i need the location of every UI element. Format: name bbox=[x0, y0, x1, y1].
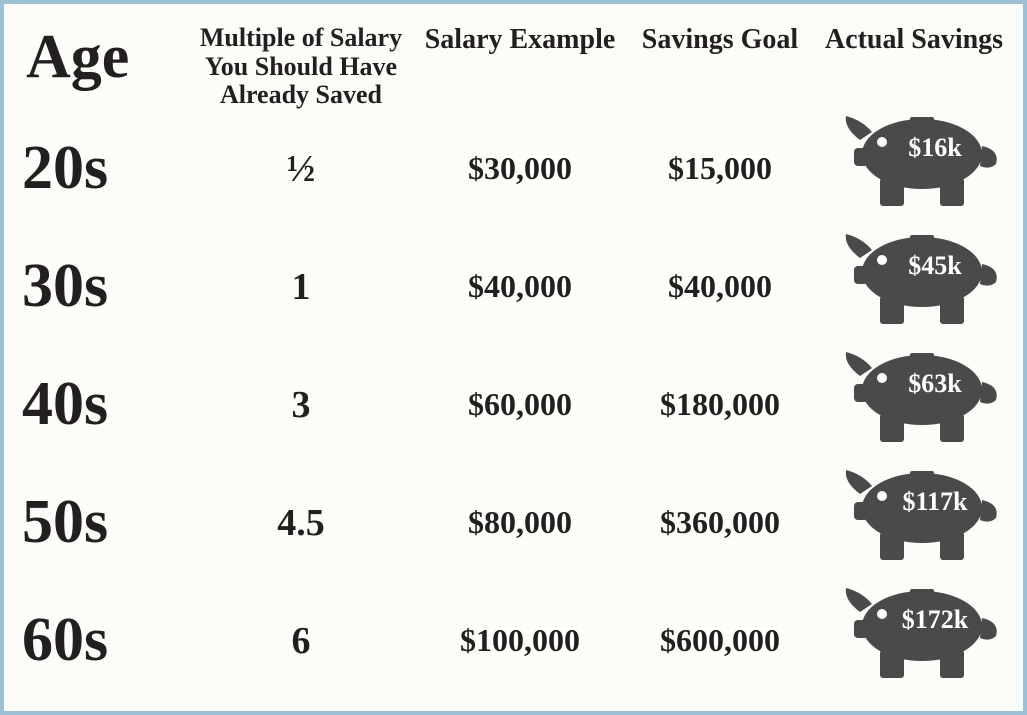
actual-savings-cell: $63k bbox=[820, 350, 1008, 460]
actual-savings-cell: $45k bbox=[820, 232, 1008, 342]
actual-savings-cell: $172k bbox=[820, 586, 1008, 696]
piggy-bank-icon: $16k bbox=[832, 114, 997, 224]
salary-example-value: $40,000 bbox=[420, 268, 620, 305]
table-row: 40s 3 $60,000 $180,000 $63 bbox=[22, 346, 1005, 464]
table-row: 50s 4.5 $80,000 $360,000 $ bbox=[22, 464, 1005, 582]
multiple-value: ½ bbox=[182, 147, 420, 191]
savings-goal-value: $180,000 bbox=[620, 386, 820, 423]
col-salary-example-header: Salary Example bbox=[420, 24, 620, 56]
table-row: 30s 1 $40,000 $40,000 $45k bbox=[22, 228, 1005, 346]
actual-savings-cell: $16k bbox=[820, 114, 1008, 224]
multiple-value: 4.5 bbox=[182, 501, 420, 545]
piggy-bank-icon: $172k bbox=[832, 586, 997, 696]
age-value: 30s bbox=[22, 251, 182, 322]
savings-goal-value: $600,000 bbox=[620, 622, 820, 659]
multiple-value: 6 bbox=[182, 619, 420, 663]
multiple-value: 3 bbox=[182, 383, 420, 427]
salary-example-value: $80,000 bbox=[420, 504, 620, 541]
age-value: 50s bbox=[22, 487, 182, 558]
savings-infographic: Age Multiple of Salary You Should Have A… bbox=[0, 0, 1027, 715]
table-row: 20s ½ $30,000 $15,000 $16k bbox=[22, 110, 1005, 228]
table-row: 60s 6 $100,000 $600,000 $1 bbox=[22, 582, 1005, 700]
table-header: Age Multiple of Salary You Should Have A… bbox=[22, 24, 1005, 110]
actual-savings-cell: $117k bbox=[820, 468, 1008, 578]
col-age-header: Age bbox=[22, 24, 182, 88]
age-value: 60s bbox=[22, 605, 182, 676]
savings-goal-value: $360,000 bbox=[620, 504, 820, 541]
piggy-bank-icon: $117k bbox=[832, 468, 997, 578]
multiple-value: 1 bbox=[182, 265, 420, 309]
savings-goal-value: $40,000 bbox=[620, 268, 820, 305]
piggy-bank-icon: $63k bbox=[832, 350, 997, 460]
salary-example-value: $100,000 bbox=[420, 622, 620, 659]
col-actual-savings-header: Actual Savings bbox=[820, 24, 1008, 56]
col-savings-goal-header: Savings Goal bbox=[620, 24, 820, 56]
age-value: 20s bbox=[22, 133, 182, 204]
age-value: 40s bbox=[22, 369, 182, 440]
salary-example-value: $30,000 bbox=[420, 150, 620, 187]
col-multiple-header: Multiple of Salary You Should Have Alrea… bbox=[182, 24, 420, 110]
savings-goal-value: $15,000 bbox=[620, 150, 820, 187]
piggy-bank-icon: $45k bbox=[832, 232, 997, 342]
salary-example-value: $60,000 bbox=[420, 386, 620, 423]
